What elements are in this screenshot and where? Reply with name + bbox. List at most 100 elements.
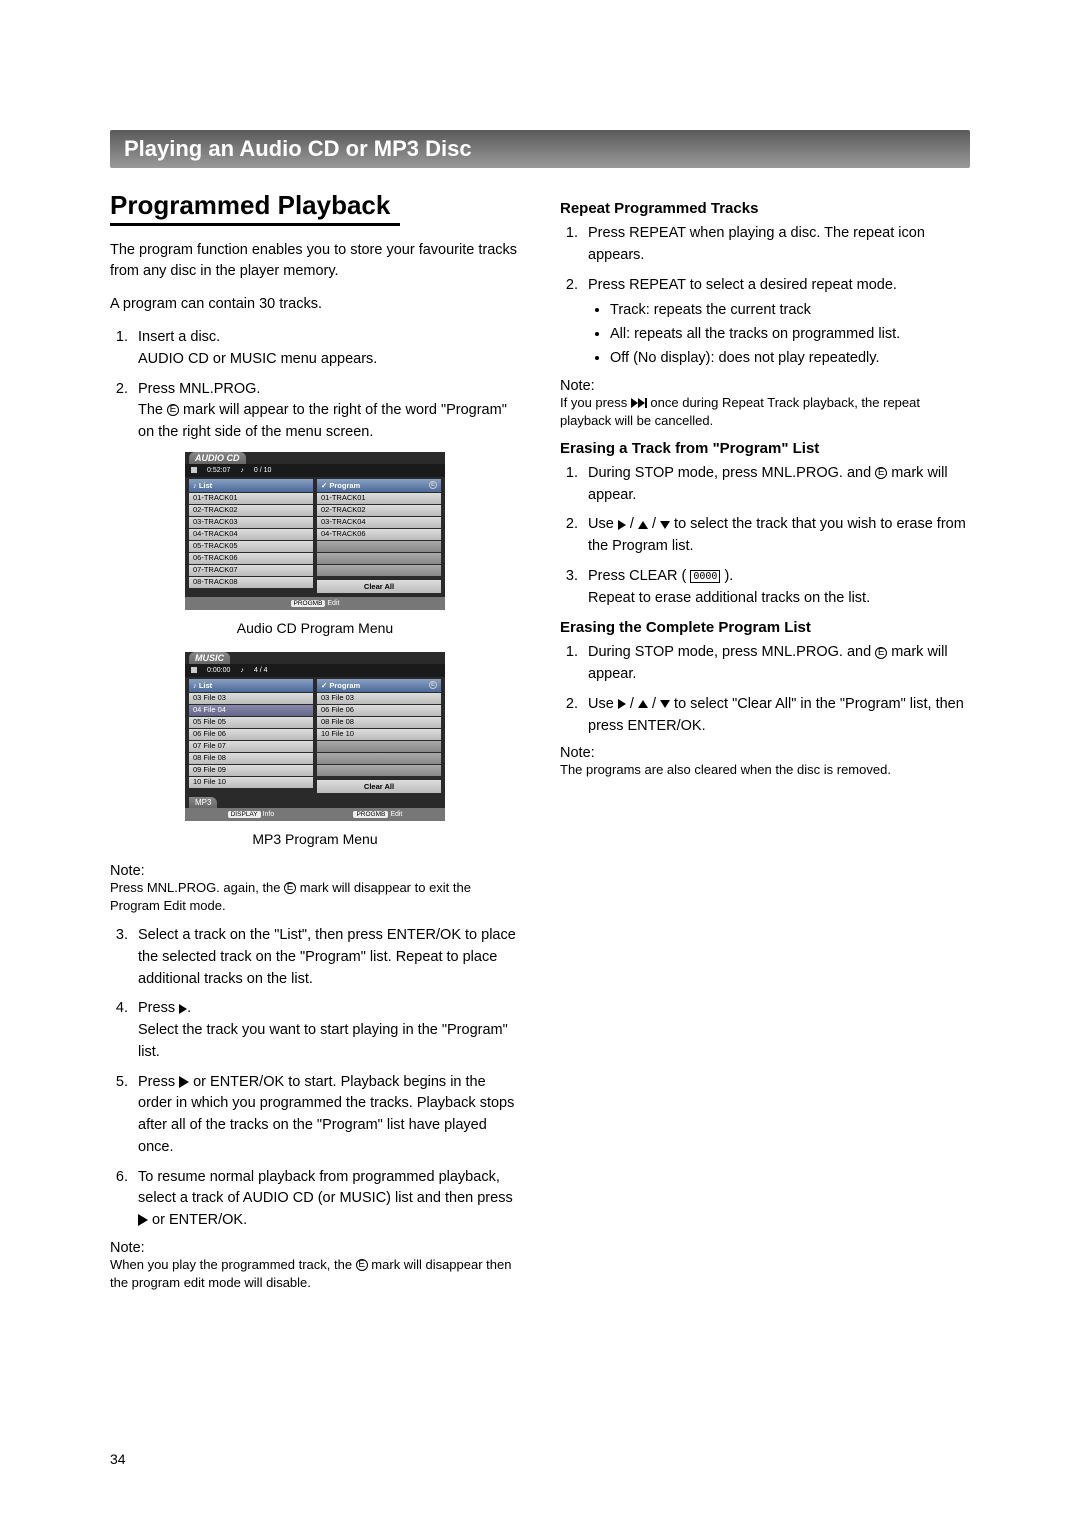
step-6: To resume normal playback from programme… bbox=[132, 1167, 520, 1232]
right-arrow-icon bbox=[618, 699, 626, 709]
menu1-list-header: ♪ List bbox=[189, 479, 313, 492]
right-note-2-text: The programs are also cleared when the d… bbox=[560, 761, 970, 779]
note-2-text: When you play the programmed track, the … bbox=[110, 1256, 520, 1292]
e-mark-icon: E bbox=[429, 481, 437, 489]
step-4: Press . Select the track you want to sta… bbox=[132, 998, 520, 1063]
e-mark-icon: E bbox=[875, 647, 887, 659]
menu2-bottom-tab: MP3 bbox=[189, 797, 217, 808]
down-arrow-icon bbox=[660, 521, 670, 529]
prog-item-empty bbox=[317, 541, 441, 552]
list-item: 05-TRACK05 bbox=[189, 541, 313, 552]
list-item: 08 File 08 bbox=[189, 753, 313, 764]
prog-item: 03 File 03 bbox=[317, 693, 441, 704]
intro-para-1: The program function enables you to stor… bbox=[110, 240, 520, 282]
erase-track-heading: Erasing a Track from "Program" List bbox=[560, 440, 970, 457]
step-2-line-b-pre: The bbox=[138, 402, 167, 418]
menu1-left-col: ♪ List 01-TRACK01 02-TRACK02 03-TRACK03 … bbox=[189, 479, 313, 593]
note-1-text: Press MNL.PROG. again, the E mark will d… bbox=[110, 879, 520, 915]
list-item: 05 File 05 bbox=[189, 717, 313, 728]
menu1-counter: 0 / 10 bbox=[254, 467, 272, 474]
e-mark-icon: E bbox=[429, 681, 437, 689]
footer-text: Info bbox=[263, 811, 275, 818]
step-1-line-a: Insert a disc. bbox=[138, 329, 220, 345]
erase-list-heading: Erasing the Complete Program List bbox=[560, 619, 970, 636]
prog-item: 04-TRACK06 bbox=[317, 529, 441, 540]
menu2-clear-all: Clear All bbox=[317, 780, 441, 793]
e-mark-icon: E bbox=[356, 1259, 368, 1271]
menu2-prog-header: ✓ ProgramE bbox=[317, 679, 441, 692]
repeat-mode-all: All: repeats all the tracks on programme… bbox=[610, 324, 970, 346]
play-right-icon bbox=[179, 1004, 187, 1014]
down-arrow-icon bbox=[660, 700, 670, 708]
right-column: Repeat Programmed Tracks Press REPEAT wh… bbox=[560, 190, 970, 1302]
main-steps-list-b: Select a track on the "List", then press… bbox=[110, 925, 520, 1232]
step-1: Insert a disc. AUDIO CD or MUSIC menu ap… bbox=[132, 327, 520, 371]
heading-underline bbox=[110, 223, 400, 226]
right-note-1-text: If you press once during Repeat Track pl… bbox=[560, 394, 970, 430]
menu1-status-bar: 0:52:07 ♪ 0 / 10 bbox=[185, 464, 445, 477]
e-mark-icon: E bbox=[167, 404, 179, 416]
footer-pill: PROGMB bbox=[353, 811, 388, 818]
prog-item: 10 File 10 bbox=[317, 729, 441, 740]
page-number: 34 bbox=[110, 1451, 126, 1467]
erase-track-step-3: Press CLEAR ( 0000 ). Repeat to erase ad… bbox=[582, 566, 970, 610]
music-menu: MUSIC 0:00:00 ♪ 4 / 4 ♪ List 03 File 03 … bbox=[185, 652, 445, 821]
stop-icon bbox=[191, 667, 197, 673]
step-3: Select a track on the "List", then press… bbox=[132, 925, 520, 990]
menu1-title: AUDIO CD bbox=[189, 452, 246, 464]
note-1-label: Note: bbox=[110, 863, 520, 879]
list-item: 10 File 10 bbox=[189, 777, 313, 788]
left-column: Programmed Playback The program function… bbox=[110, 190, 520, 1302]
repeat-step-1: Press REPEAT when playing a disc. The re… bbox=[582, 223, 970, 267]
right-note-1-label: Note: bbox=[560, 378, 970, 394]
menu1-caption: Audio CD Program Menu bbox=[110, 620, 520, 636]
step-2-line-a: Press MNL.PROG. bbox=[138, 381, 260, 397]
erase-list-step-1: During STOP mode, press MNL.PROG. and E … bbox=[582, 642, 970, 686]
up-arrow-icon bbox=[638, 700, 648, 708]
menu2-title: MUSIC bbox=[189, 652, 230, 664]
list-item: 08-TRACK08 bbox=[189, 577, 313, 588]
programmed-playback-heading: Programmed Playback bbox=[110, 190, 520, 221]
step-2-line-b-post: mark will appear to the right of the wor… bbox=[138, 402, 507, 440]
menu1-clear-all: Clear All bbox=[317, 580, 441, 593]
right-arrow-icon bbox=[618, 520, 626, 530]
repeat-mode-track: Track: repeats the current track bbox=[610, 300, 970, 322]
list-item: 03-TRACK03 bbox=[189, 517, 313, 528]
repeat-mode-off: Off (No display): does not play repeated… bbox=[610, 348, 970, 370]
audio-cd-menu: AUDIO CD 0:52:07 ♪ 0 / 10 ♪ List 01-TRAC… bbox=[185, 452, 445, 610]
list-item: 07 File 07 bbox=[189, 741, 313, 752]
list-item: 02-TRACK02 bbox=[189, 505, 313, 516]
clear-button-icon: 0000 bbox=[690, 570, 720, 583]
menu1-right-col: ✓ ProgramE 01-TRACK01 02-TRACK02 03-TRAC… bbox=[317, 479, 441, 593]
prog-item: 03-TRACK04 bbox=[317, 517, 441, 528]
prog-item-empty bbox=[317, 741, 441, 752]
prog-item-empty bbox=[317, 753, 441, 764]
erase-track-step-2: Use / / to select the track that you wis… bbox=[582, 514, 970, 558]
e-mark-icon: E bbox=[875, 467, 887, 479]
prog-item: 06 File 06 bbox=[317, 705, 441, 716]
e-mark-icon: E bbox=[284, 882, 296, 894]
section-title-bar: Playing an Audio CD or MP3 Disc bbox=[110, 130, 970, 168]
menu2-status-bar: 0:00:00 ♪ 4 / 4 bbox=[185, 664, 445, 677]
main-steps-list-a: Insert a disc. AUDIO CD or MUSIC menu ap… bbox=[110, 327, 520, 444]
list-item: 04-TRACK04 bbox=[189, 529, 313, 540]
prog-item: 02-TRACK02 bbox=[317, 505, 441, 516]
list-item: 09 File 09 bbox=[189, 765, 313, 776]
prog-item-empty bbox=[317, 765, 441, 776]
menu2-list-header: ♪ List bbox=[189, 679, 313, 692]
prog-item-empty bbox=[317, 553, 441, 564]
prog-item-empty bbox=[317, 565, 441, 576]
list-item: 04 File 04 bbox=[189, 705, 313, 716]
step-2: Press MNL.PROG. The E mark will appear t… bbox=[132, 379, 520, 444]
prog-item: 08 File 08 bbox=[317, 717, 441, 728]
footer-pill: PROGMB bbox=[291, 600, 326, 607]
step-1-line-b: AUDIO CD or MUSIC menu appears. bbox=[138, 351, 377, 367]
menu2-body: ♪ List 03 File 03 04 File 04 05 File 05 … bbox=[185, 677, 445, 797]
up-arrow-icon bbox=[638, 521, 648, 529]
repeat-heading: Repeat Programmed Tracks bbox=[560, 200, 970, 217]
repeat-modes: Track: repeats the current track All: re… bbox=[588, 300, 970, 369]
note-icon: ♪ bbox=[240, 667, 244, 674]
menu1-time: 0:52:07 bbox=[207, 467, 230, 474]
play-icon bbox=[138, 1214, 148, 1226]
repeat-step-2: Press REPEAT to select a desired repeat … bbox=[582, 275, 970, 370]
